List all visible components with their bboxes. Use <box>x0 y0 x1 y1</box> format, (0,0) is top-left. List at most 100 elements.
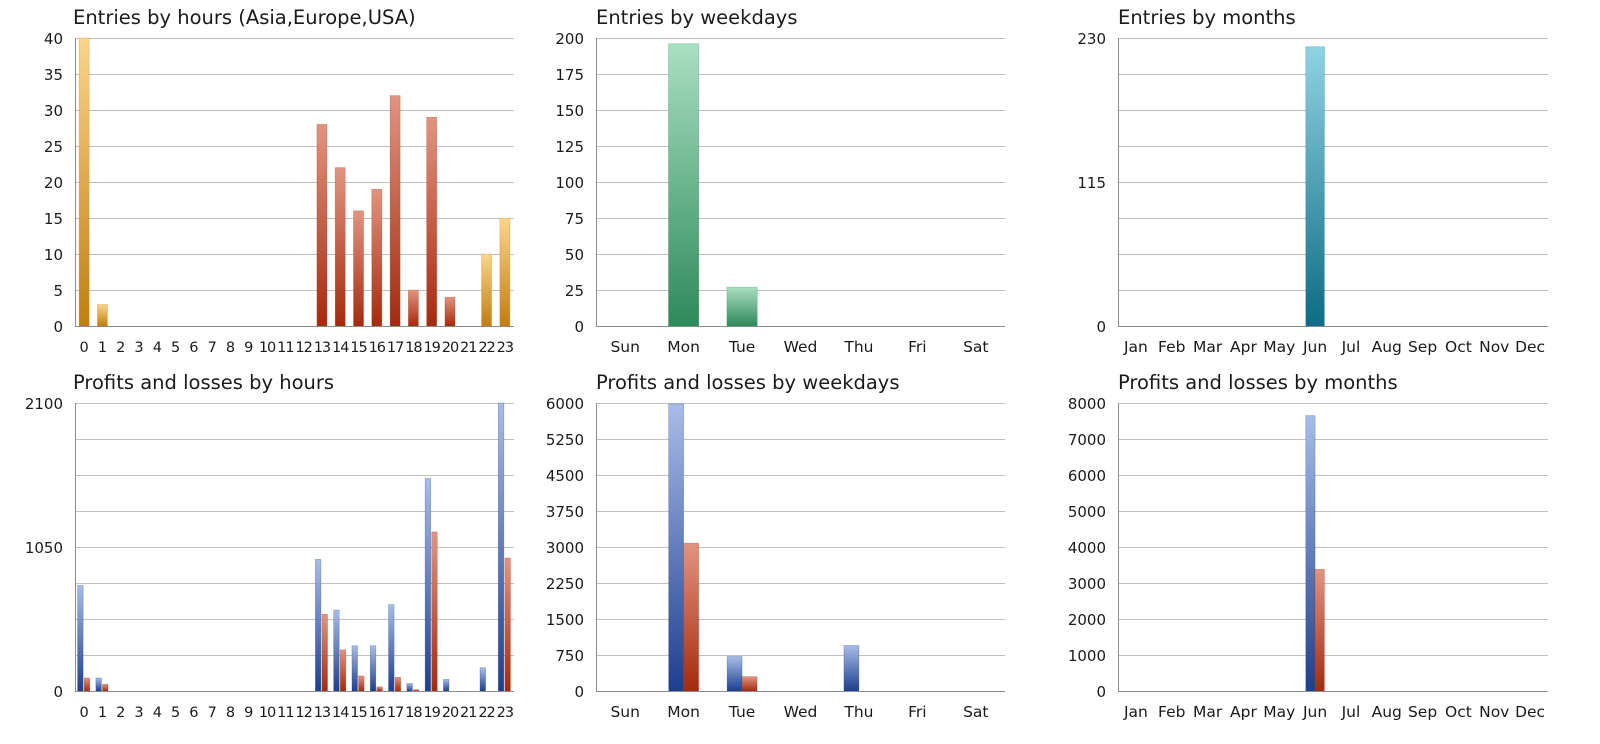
x-tick-label: 21 <box>460 705 476 721</box>
x-tick-label: Apr <box>1230 338 1257 356</box>
bar-Mon-profit <box>668 403 684 692</box>
bar-13-loss <box>321 613 328 692</box>
y-tick-label: 0 <box>53 683 63 701</box>
y-tick-label: 1050 <box>25 539 63 557</box>
y-tick-label: 40 <box>44 30 63 48</box>
x-tick-label: Sep <box>1408 703 1437 721</box>
y-tick-label: 5 <box>53 282 63 300</box>
x-tick-label: 1 <box>98 705 107 721</box>
x-tick-label: Feb <box>1158 338 1185 356</box>
plot-pl-weekdays: 0 750 1500 2250 3000 3750 4500 5250 6000 Sun Mon Tu… <box>546 395 1005 721</box>
x-tick-label: 12 <box>295 340 311 356</box>
y-tick-label: 8000 <box>1068 395 1106 413</box>
bar-18 <box>408 289 419 327</box>
x-tick-label: Jan <box>1123 703 1148 721</box>
x-tick-label: 13 <box>314 340 331 356</box>
x-tick-label: 3 <box>134 705 143 721</box>
x-tick-label: Jan <box>1123 338 1148 356</box>
x-tick-label: Apr <box>1230 703 1257 721</box>
x-tick-label: Mon <box>667 338 700 356</box>
x-tick-label: 11 <box>277 340 293 356</box>
y-tick-label: 200 <box>555 30 584 48</box>
x-tick-label: 4 <box>153 340 162 356</box>
y-tick-label: 0 <box>574 683 584 701</box>
x-tick-label: 19 <box>423 340 440 356</box>
x-tick-label: 2 <box>116 340 125 356</box>
y-tick-label: 6000 <box>1068 467 1106 485</box>
x-tick-label: 7 <box>208 705 217 721</box>
bar-14-loss <box>339 649 347 692</box>
bar-0-loss <box>83 677 91 692</box>
y-tick-label: 750 <box>555 647 584 665</box>
bar-13-profit <box>315 559 322 692</box>
bar-19-loss <box>431 531 438 692</box>
bar-22-profit <box>479 667 486 692</box>
bar-23-loss <box>504 557 511 692</box>
x-tick-label: 18 <box>405 340 422 356</box>
x-tick-label: 15 <box>350 340 366 356</box>
bar-Jun-profit <box>1305 415 1316 692</box>
x-tick-label: 20 <box>442 340 459 356</box>
bar-20-profit <box>443 679 450 692</box>
plot-entries-months: 0 115 230 Jan Feb Mar Apr May Jun Jul Aug Sep Oct Nov… <box>1077 30 1548 356</box>
x-tick-label: 9 <box>244 705 253 721</box>
bar-18-profit <box>406 683 413 692</box>
y-tick-label: 0 <box>1096 683 1106 701</box>
y-tick-label: 150 <box>555 102 584 120</box>
bar-16-profit <box>369 645 377 692</box>
x-tick-label: 8 <box>226 705 235 721</box>
bar-13 <box>316 124 328 327</box>
bar-23-profit <box>497 402 505 692</box>
x-tick-label: 0 <box>80 705 89 721</box>
y-tick-label: 3000 <box>546 539 584 557</box>
x-tick-label: Aug <box>1372 338 1402 356</box>
x-tick-label: 3 <box>134 340 143 356</box>
x-tick-label: Jul <box>1341 338 1361 356</box>
y-tick-label: 25 <box>565 282 584 300</box>
x-tick-label: 16 <box>369 705 386 721</box>
bar-Tue-profit <box>726 656 743 692</box>
bar-Tue-loss <box>741 676 758 692</box>
bar-1-profit <box>95 677 102 692</box>
bar-1-loss <box>102 683 109 692</box>
x-tick-label: Mon <box>667 703 700 721</box>
y-tick-label: 4500 <box>546 467 584 485</box>
x-tick-label: 17 <box>387 340 403 356</box>
x-tick-label: Tue <box>728 703 755 721</box>
y-tick-label: 230 <box>1077 30 1106 48</box>
x-tick-label: Wed <box>784 338 818 356</box>
x-tick-label: Nov <box>1479 338 1509 356</box>
x-tick-label: 22 <box>478 705 494 721</box>
y-tick-label: 4000 <box>1068 539 1106 557</box>
x-tick-label: 8 <box>226 340 235 356</box>
x-tick-label: 13 <box>314 705 331 721</box>
x-tick-label: 5 <box>171 340 180 356</box>
x-tick-label: Tue <box>728 338 755 356</box>
x-tick-label: Sep <box>1408 338 1437 356</box>
x-tick-label: 23 <box>497 705 514 721</box>
x-tick-label: 16 <box>369 340 386 356</box>
bar-14-profit <box>333 609 340 692</box>
y-tick-label: 7000 <box>1068 431 1106 449</box>
x-tick-label: Mar <box>1193 703 1223 721</box>
bar-0 <box>78 37 90 327</box>
y-tick-label: 0 <box>1096 318 1106 336</box>
y-tick-label: 6000 <box>546 395 584 413</box>
plot-pl-months: 0 1000 2000 3000 4000 5000 6000 7000 8000 Jan Feb M… <box>1068 395 1548 721</box>
bar-Jun-loss <box>1314 569 1325 692</box>
bar-Jun <box>1305 46 1325 327</box>
y-tick-label: 1500 <box>546 611 584 629</box>
y-tick-label: 1000 <box>1068 647 1106 665</box>
x-tick-label: May <box>1263 703 1295 721</box>
x-tick-label: Oct <box>1445 703 1472 721</box>
y-tick-label: 15 <box>44 210 63 228</box>
x-tick-label: 6 <box>189 340 198 356</box>
bar-15 <box>353 210 364 327</box>
bar-16 <box>371 188 383 327</box>
x-tick-label: 18 <box>405 705 422 721</box>
bar-14 <box>334 167 346 327</box>
y-tick-label: 5000 <box>1068 503 1106 521</box>
x-tick-label: Fri <box>908 338 926 356</box>
